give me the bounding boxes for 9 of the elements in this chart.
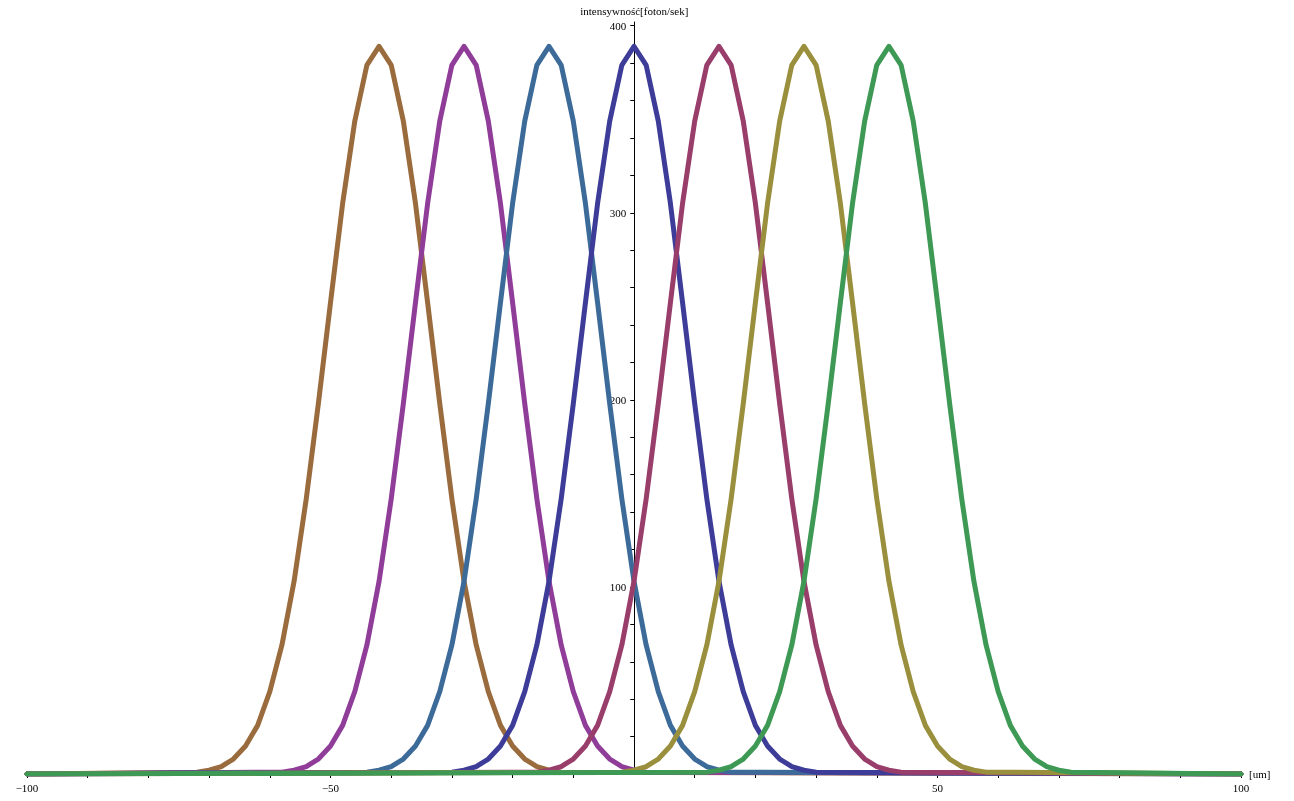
y-axis-title: intensywność[foton/sek] [580, 4, 689, 17]
y-tick-label: 100 [609, 580, 627, 593]
y-tick-label: 300 [609, 206, 627, 219]
x-tick-label: −50 [321, 781, 340, 794]
x-tick-label: 50 [932, 781, 944, 794]
y-tick-label: 400 [609, 19, 627, 32]
x-axis-title: [um] [1249, 768, 1271, 780]
x-tick-label: −100 [15, 781, 39, 794]
x-tick-label: 100 [1232, 781, 1250, 794]
